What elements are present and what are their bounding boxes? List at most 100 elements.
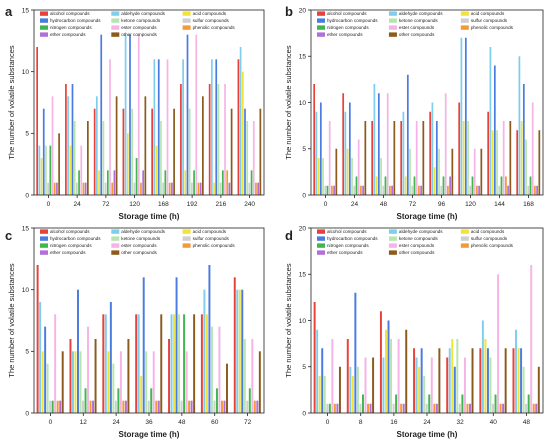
bar bbox=[213, 182, 215, 195]
bar bbox=[313, 302, 316, 413]
legend-label: sulfur compounds bbox=[193, 18, 230, 23]
bar bbox=[248, 388, 251, 413]
bar bbox=[67, 96, 69, 195]
bar bbox=[233, 277, 236, 413]
bar bbox=[354, 292, 357, 413]
bar bbox=[109, 59, 111, 195]
bar bbox=[346, 339, 349, 413]
legend-swatch bbox=[182, 243, 191, 248]
bar bbox=[429, 111, 432, 195]
bar bbox=[180, 400, 183, 413]
bar bbox=[420, 185, 422, 195]
bar bbox=[442, 176, 445, 195]
bar bbox=[191, 182, 193, 195]
legend-label: phenolic compounds bbox=[471, 243, 514, 248]
bar bbox=[507, 185, 509, 195]
legend-label: sulfur compounds bbox=[471, 236, 508, 241]
bar bbox=[140, 376, 143, 413]
y-tick-label: 15 bbox=[299, 54, 307, 61]
plot-frame bbox=[310, 227, 544, 414]
bar bbox=[386, 93, 389, 195]
bar bbox=[517, 348, 520, 413]
legend-swatch bbox=[111, 32, 120, 37]
bar bbox=[319, 102, 322, 195]
bar bbox=[355, 176, 358, 195]
bar bbox=[150, 388, 153, 413]
bar bbox=[200, 314, 203, 413]
bar bbox=[56, 400, 59, 413]
bar bbox=[36, 47, 39, 195]
bar bbox=[131, 108, 134, 195]
bar bbox=[211, 59, 213, 195]
bar bbox=[448, 348, 451, 413]
legend-swatch bbox=[460, 11, 469, 16]
bar bbox=[253, 400, 256, 413]
plot-frame bbox=[33, 9, 265, 196]
bar bbox=[331, 185, 333, 195]
bar bbox=[473, 148, 476, 195]
legend-label: nitrogen compounds bbox=[50, 25, 92, 30]
bar bbox=[461, 394, 464, 413]
bar bbox=[375, 176, 378, 195]
bar bbox=[40, 158, 43, 195]
bar bbox=[385, 329, 387, 413]
bar bbox=[223, 400, 226, 413]
legend-swatch bbox=[40, 11, 48, 16]
bar bbox=[151, 108, 154, 195]
legend-swatch bbox=[317, 250, 325, 255]
bar bbox=[415, 121, 418, 195]
bar bbox=[71, 84, 74, 195]
bar bbox=[444, 93, 447, 195]
panel-c: c 0 5 10 15 0 12 24 36 48 60 72 Storage time (h) The … bbox=[5, 225, 265, 439]
legend-swatch bbox=[317, 236, 325, 241]
bar bbox=[336, 403, 339, 413]
bar bbox=[364, 121, 367, 195]
bar bbox=[135, 158, 138, 195]
bar bbox=[186, 34, 189, 195]
y-tick-label: 10 bbox=[299, 318, 307, 325]
bar bbox=[413, 176, 416, 195]
bar bbox=[317, 158, 320, 195]
bar bbox=[486, 348, 489, 413]
bar bbox=[463, 357, 466, 413]
bar bbox=[318, 376, 321, 413]
bar bbox=[69, 145, 72, 195]
bar bbox=[359, 403, 362, 413]
bar bbox=[530, 265, 533, 413]
x-tick-label: 120 bbox=[129, 201, 140, 208]
bar bbox=[522, 84, 525, 195]
bar bbox=[462, 121, 465, 195]
bar bbox=[113, 170, 116, 195]
bar bbox=[433, 403, 436, 413]
bar bbox=[413, 348, 416, 413]
bar bbox=[219, 182, 222, 195]
bar bbox=[107, 351, 110, 413]
bar bbox=[322, 158, 324, 195]
bar bbox=[527, 185, 530, 195]
legend-swatch bbox=[388, 18, 397, 23]
legend-label: ether compounds bbox=[327, 32, 363, 37]
bar bbox=[458, 102, 461, 195]
bar bbox=[404, 176, 407, 195]
bar bbox=[479, 348, 482, 413]
bar bbox=[496, 130, 498, 195]
bar bbox=[79, 351, 82, 413]
bar bbox=[453, 366, 456, 413]
bar bbox=[493, 65, 496, 195]
bar bbox=[87, 121, 89, 195]
bar bbox=[487, 111, 490, 195]
x-tick-label: 0 bbox=[49, 419, 53, 426]
legend-label: ketone compounds bbox=[399, 18, 439, 23]
legend-swatch bbox=[182, 236, 191, 241]
bar bbox=[258, 351, 261, 413]
bar bbox=[384, 176, 387, 195]
bar bbox=[197, 182, 200, 195]
bar bbox=[456, 339, 459, 413]
bar bbox=[80, 145, 83, 195]
legend-swatch bbox=[40, 18, 48, 23]
bar bbox=[527, 394, 530, 413]
bar bbox=[338, 366, 341, 413]
bar bbox=[467, 121, 469, 195]
bar bbox=[168, 339, 171, 413]
bar bbox=[328, 121, 331, 195]
